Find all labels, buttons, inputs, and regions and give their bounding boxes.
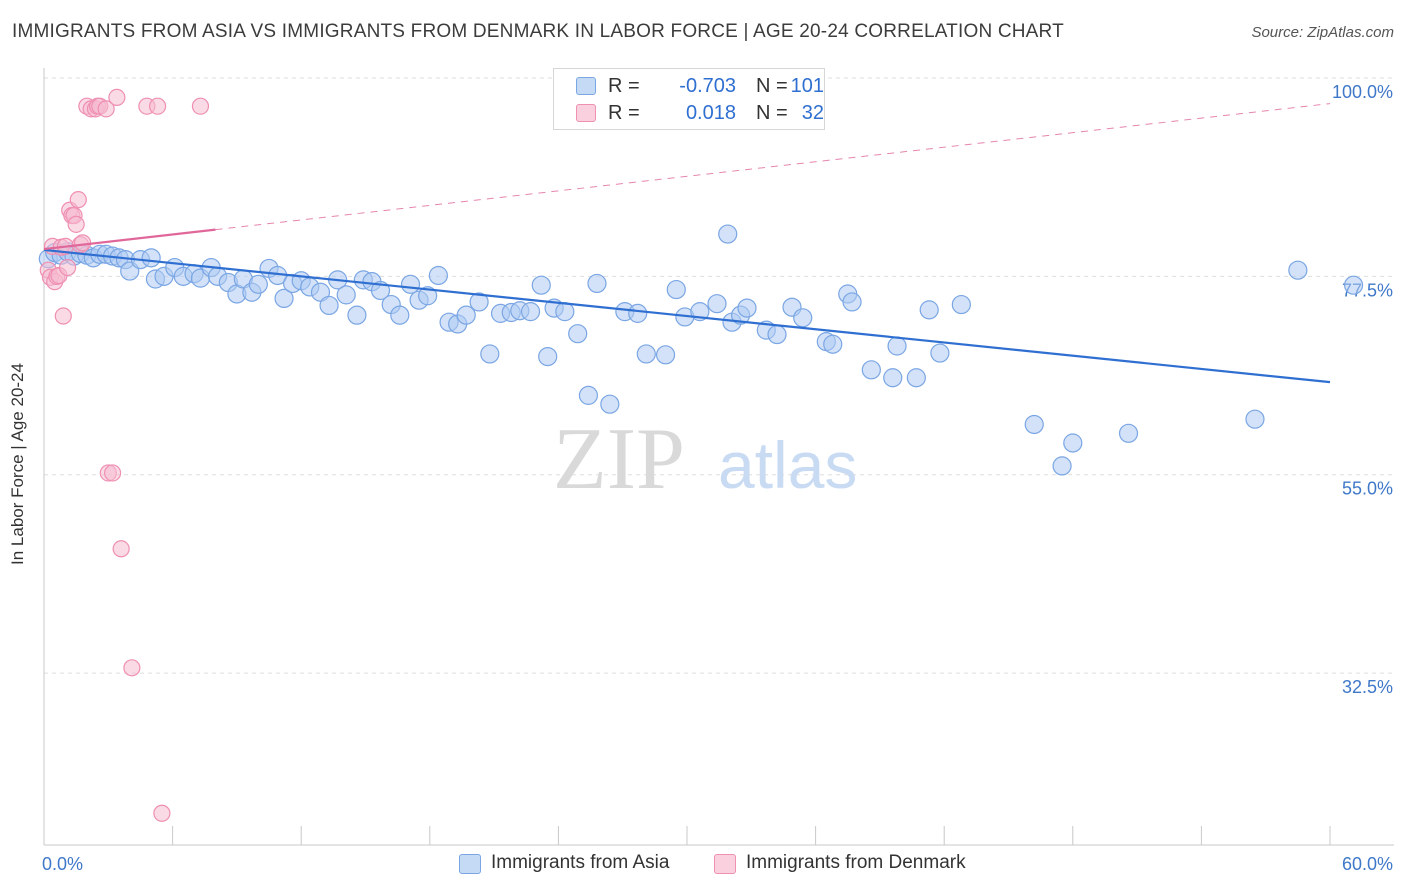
asia-point bbox=[538, 346, 558, 367]
asia-point bbox=[1288, 260, 1308, 280]
asia-point bbox=[336, 285, 356, 305]
asia-r-value: -0.703 bbox=[679, 75, 736, 97]
denmark-point bbox=[191, 97, 210, 115]
asia-point bbox=[248, 274, 268, 294]
asia-point bbox=[707, 294, 727, 314]
asia-point bbox=[531, 275, 551, 295]
asia-point bbox=[418, 286, 438, 306]
denmark-point bbox=[148, 97, 167, 115]
asia-point bbox=[1118, 423, 1139, 443]
asia-point bbox=[737, 298, 757, 318]
correlation-legend: R = -0.703 N = 101 R = 0.018 N = 32 bbox=[553, 68, 825, 130]
tick-labels: 100.0%77.5%55.0%32.5%0.0% 60.0% bbox=[42, 82, 1393, 874]
asia-point bbox=[1052, 456, 1072, 476]
asia-point bbox=[274, 288, 294, 309]
denmark-point bbox=[54, 307, 72, 325]
asia-point bbox=[718, 224, 738, 244]
legend-asia-swatch bbox=[459, 854, 481, 874]
asia-r-label: R = bbox=[608, 75, 640, 97]
asia-point bbox=[842, 292, 862, 312]
legend-denmark-swatch bbox=[714, 854, 736, 874]
denmark-point bbox=[123, 659, 141, 677]
asia-swatch bbox=[576, 77, 596, 95]
denmark-point bbox=[97, 100, 115, 118]
asia-point bbox=[141, 248, 161, 268]
asia-point bbox=[883, 368, 903, 388]
asia-point bbox=[578, 385, 599, 405]
asia-point bbox=[823, 334, 843, 354]
asia-point bbox=[600, 394, 620, 414]
asia-point bbox=[930, 343, 950, 363]
asia-point bbox=[400, 274, 421, 294]
asia-point bbox=[919, 300, 939, 320]
watermark-zip: ZIP bbox=[553, 411, 685, 508]
denmark-point bbox=[108, 88, 126, 106]
watermark: ZIP atlas bbox=[553, 411, 857, 508]
denmark-point bbox=[69, 191, 87, 209]
gridlines bbox=[44, 77, 1394, 674]
legend-denmark-label: Immigrants from Denmark bbox=[746, 852, 966, 873]
asia-point bbox=[555, 302, 575, 322]
asia-point bbox=[1024, 414, 1044, 435]
data-points bbox=[38, 88, 1364, 822]
asia-point bbox=[587, 273, 607, 294]
series-legend: Immigrants from Asia Immigrants from Den… bbox=[0, 852, 1406, 878]
asia-point bbox=[456, 305, 476, 325]
denmark-n-label: N = bbox=[756, 102, 788, 124]
asia-point bbox=[520, 302, 541, 322]
denmark-point bbox=[73, 234, 92, 252]
y-tick-label: 32.5% bbox=[1342, 677, 1393, 697]
watermark-atlas: atlas bbox=[718, 428, 857, 502]
y-tick-label: 55.0% bbox=[1342, 479, 1393, 499]
asia-point bbox=[906, 368, 926, 388]
asia-point bbox=[428, 265, 448, 286]
asia-n-value: 101 bbox=[790, 75, 824, 97]
asia-point bbox=[666, 279, 686, 300]
denmark-trend-extension bbox=[215, 103, 1331, 231]
asia-point bbox=[469, 292, 489, 312]
asia-trend-line bbox=[43, 248, 1331, 384]
asia-point bbox=[793, 308, 813, 328]
denmark-point bbox=[103, 464, 122, 482]
asia-point bbox=[636, 344, 656, 364]
asia-point bbox=[861, 360, 881, 380]
denmark-point bbox=[112, 540, 130, 558]
asia-point bbox=[767, 324, 787, 345]
legend-asia-label: Immigrants from Asia bbox=[491, 852, 670, 873]
denmark-point bbox=[58, 258, 77, 277]
source-label: Source: ZipAtlas.com bbox=[1251, 24, 1394, 41]
asia-point bbox=[568, 324, 588, 344]
asia-point bbox=[390, 305, 410, 325]
asia-n-label: N = bbox=[756, 75, 788, 97]
axes bbox=[43, 68, 1394, 846]
x-tick-label: 0.0% bbox=[42, 854, 83, 874]
trend-lines bbox=[43, 103, 1331, 384]
denmark-r-label: R = bbox=[608, 102, 640, 124]
denmark-point bbox=[153, 804, 171, 822]
asia-point bbox=[1343, 275, 1364, 295]
y-tick-label: 100.0% bbox=[1332, 82, 1393, 102]
asia-point bbox=[628, 303, 648, 323]
denmark-swatch bbox=[576, 104, 596, 122]
asia-point bbox=[1063, 433, 1083, 453]
denmark-r-value: 0.018 bbox=[685, 102, 736, 124]
asia-point bbox=[887, 336, 907, 356]
asia-point bbox=[951, 294, 971, 315]
asia-point bbox=[1245, 409, 1265, 429]
denmark-trend-line bbox=[43, 228, 216, 251]
asia-point bbox=[319, 295, 339, 316]
denmark-n-value: 32 bbox=[801, 102, 824, 124]
asia-point bbox=[347, 305, 367, 325]
denmark-point bbox=[67, 215, 85, 233]
chart-title: IMMIGRANTS FROM ASIA VS IMMIGRANTS FROM … bbox=[12, 21, 1064, 42]
x-tick-label: 60.0% bbox=[1342, 854, 1393, 874]
asia-point bbox=[480, 344, 500, 364]
asia-point bbox=[655, 345, 676, 365]
